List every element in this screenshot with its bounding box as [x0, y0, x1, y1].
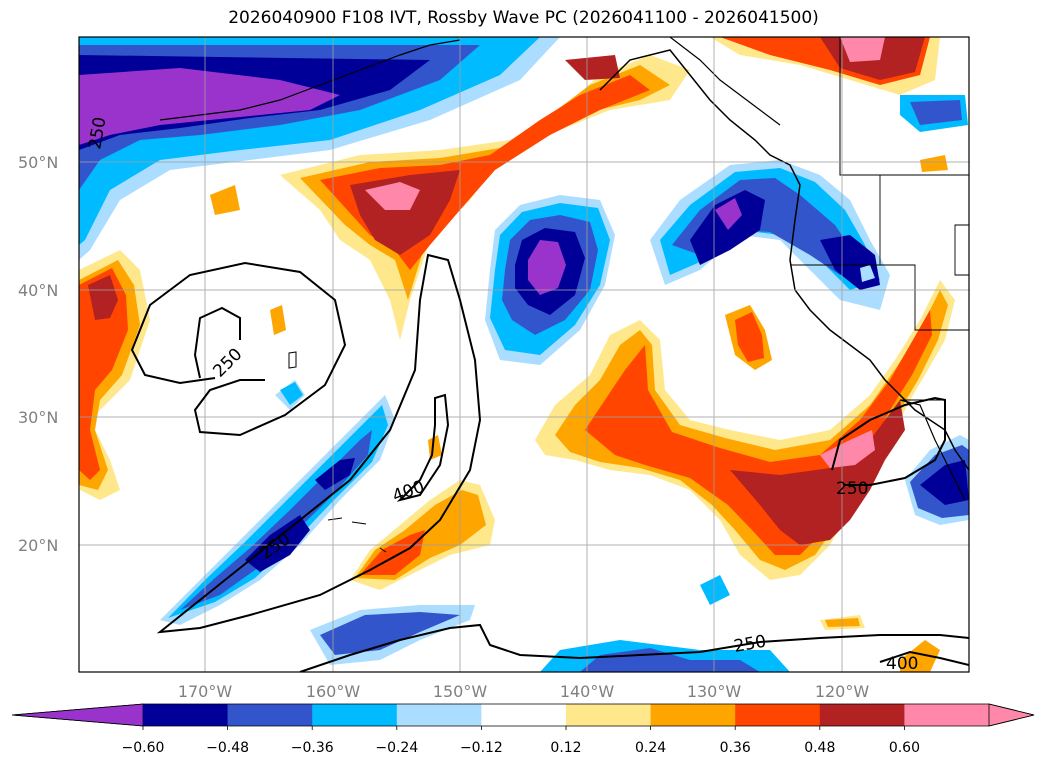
- negative-anomaly-region: [528, 240, 566, 295]
- map-title: 2026040900 F108 IVT, Rossby Wave PC (202…: [228, 8, 819, 28]
- colorbar-segment: [396, 704, 482, 726]
- positive-anomaly-region: [79, 268, 128, 480]
- positive-anomaly-region: [735, 312, 764, 362]
- negative-anomaly-region: [920, 460, 969, 505]
- positive-anomaly-region: [360, 530, 425, 575]
- negative-anomaly-region: [580, 648, 760, 672]
- negative-anomaly-region: [715, 198, 742, 230]
- positive-anomaly-region: [900, 640, 940, 672]
- positive-anomaly-region: [88, 275, 118, 320]
- colorbar-segment: [312, 704, 398, 726]
- positive-anomaly-region: [280, 55, 690, 340]
- island: [288, 351, 297, 369]
- lon-label-170w: 170°W: [178, 682, 233, 701]
- negative-anomaly-region: [79, 68, 340, 145]
- positive-anomaly-region: [730, 400, 905, 545]
- map-frame: [78, 36, 970, 673]
- colorbar-tick-label: −0.12: [460, 740, 503, 756]
- ivt-contours: [130, 253, 969, 672]
- colorbar-segment: [819, 704, 905, 726]
- colorbar-tick-label: −0.60: [122, 740, 165, 756]
- contour-label: 250: [836, 479, 868, 499]
- ivt-contour-250: [156, 253, 482, 634]
- colorbar-segment: [650, 704, 736, 726]
- negative-anomaly-region: [320, 612, 460, 655]
- negative-anomaly-region: [860, 265, 875, 282]
- colorbar-segment: [904, 704, 990, 726]
- colorbar-segment: [566, 704, 652, 726]
- colorbar-tick-label: −0.24: [375, 740, 418, 756]
- positive-anomaly-region: [820, 430, 875, 468]
- lon-label-150w: 150°W: [433, 682, 488, 701]
- anomaly-field: [79, 37, 969, 672]
- negative-anomaly-region: [700, 575, 730, 605]
- colorbar-tick-label: 0.60: [889, 740, 920, 756]
- colorbar-segment: [481, 704, 567, 726]
- positive-anomaly-region: [840, 37, 885, 62]
- ivt-contour-400: [396, 393, 450, 502]
- state-border: [954, 224, 969, 276]
- lat-label-30n: 30°N: [18, 408, 58, 427]
- coastline: [669, 37, 781, 126]
- state-border: [839, 37, 969, 176]
- ivt-contour-250: [831, 396, 946, 486]
- positive-anomaly-region: [920, 155, 948, 172]
- lon-label-140w: 140°W: [560, 682, 615, 701]
- gridlines: [79, 37, 969, 672]
- positive-anomaly-region: [365, 182, 420, 210]
- colorbar-segment: [227, 704, 313, 726]
- negative-anomaly-region: [910, 100, 962, 125]
- colorbar-tick-label: 0.36: [720, 740, 751, 756]
- negative-anomaly-region: [180, 430, 372, 610]
- negative-anomaly-region: [315, 458, 355, 490]
- negative-anomaly-region: [245, 515, 310, 572]
- coastline: [599, 49, 969, 471]
- island: [327, 517, 387, 553]
- colorbar-tick-label: −0.36: [291, 740, 334, 756]
- lon-label-130w: 130°W: [687, 682, 742, 701]
- lon-label-160w: 160°W: [306, 682, 361, 701]
- colorbar-extend-high: [988, 703, 1035, 727]
- colorbar: −0.60 −0.48 −0.36 −0.24 −0.12 0.12 0.24 0.36 0.4…: [11, 703, 1035, 756]
- lat-label-40n: 40°N: [18, 281, 58, 300]
- lat-label-20n: 20°N: [18, 536, 58, 555]
- colorbar-segment: [143, 704, 229, 726]
- colorbar-extend-low: [11, 703, 144, 727]
- negative-anomaly-region: [280, 382, 303, 405]
- lat-label-50n: 50°N: [18, 153, 58, 172]
- negative-anomaly-region: [672, 178, 860, 275]
- colorbar-tick-label: 0.24: [635, 740, 666, 756]
- colorbar-tick-label: 0.48: [804, 740, 835, 756]
- ivt-contour-400: [879, 650, 969, 666]
- positive-anomaly-region: [565, 55, 620, 80]
- ivt-contour-250: [193, 306, 241, 379]
- ivt-contour-250: [130, 261, 347, 437]
- lon-label-120w: 120°W: [815, 682, 870, 701]
- colorbar-tick-label: 0.12: [550, 740, 581, 756]
- contour-label: 400: [886, 654, 918, 674]
- positive-anomaly-region: [270, 305, 286, 335]
- colorbar-tick-label: −0.48: [206, 740, 249, 756]
- colorbar-segment: [735, 704, 821, 726]
- coastline: [159, 39, 461, 121]
- ivt-contour-250: [299, 623, 969, 672]
- state-border: [790, 264, 969, 331]
- positive-anomaly-region: [210, 185, 240, 215]
